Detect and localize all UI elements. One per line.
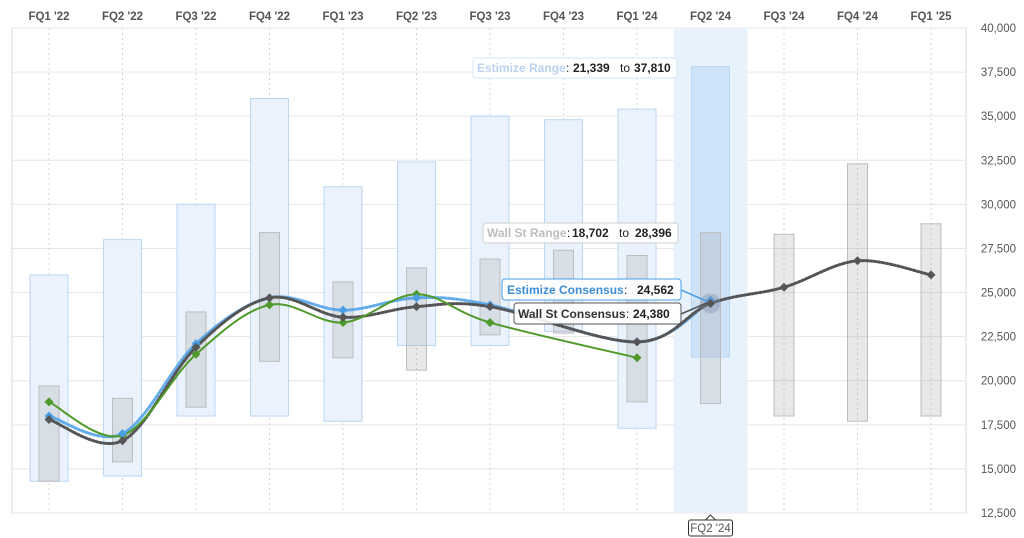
x-tick-label: FQ4 '22 (249, 11, 290, 23)
wallst-consensus-connector (680, 302, 707, 315)
label-colon: : (624, 283, 627, 297)
estimize-consensus-label (501, 278, 682, 301)
x-tick-label: FQ1 '22 (28, 11, 69, 23)
tooltip-box (688, 519, 733, 537)
estimize-range-low: 21,339 (573, 61, 610, 75)
estimize-consensus-connector (680, 289, 707, 302)
series-marker-2 (632, 353, 642, 363)
x-tick-label: FQ3 '23 (469, 11, 510, 23)
series-marker-2 (191, 349, 201, 359)
y-tick-label: 15,000 (981, 464, 1016, 476)
x-tick-label: FQ3 '22 (175, 11, 216, 23)
estimize-range-to: to (620, 61, 630, 75)
series-marker-2 (44, 397, 54, 407)
wallst-range-box (847, 163, 868, 422)
estimize-range-high: 37,810 (634, 61, 671, 75)
estimize-range-key: Estimize Range (477, 61, 566, 75)
wallst-range-box (38, 385, 60, 482)
y-tick-label: 27,500 (981, 243, 1016, 255)
wallst-range-low: 18,702 (572, 226, 609, 240)
x-tick-label: FQ2 '22 (102, 11, 143, 23)
y-tick-label: 25,000 (981, 288, 1016, 300)
wallst-range-box (185, 311, 207, 408)
series-marker-1 (191, 342, 201, 352)
estimize-range-box (250, 98, 289, 417)
wallst-range-box (773, 233, 795, 417)
wallst-range-box (920, 223, 942, 417)
x-tick-label: FQ1 '23 (322, 11, 363, 23)
series-marker-1 (412, 302, 421, 312)
x-tick-label: FQ2 '23 (396, 11, 437, 23)
estimize-range-box (397, 161, 436, 346)
wallst-consensus-label (513, 302, 682, 325)
estimize-range-box (176, 203, 216, 417)
wallst-range-label (482, 222, 679, 244)
estimize-range-box (323, 186, 363, 422)
estimize-range-label (472, 57, 678, 79)
y-tick-label: 30,000 (981, 199, 1016, 211)
series-marker-1 (853, 256, 862, 266)
y-tick-label: 37,500 (981, 67, 1016, 79)
y-tick-label: 20,000 (981, 376, 1016, 388)
y-tick-label: 17,500 (981, 420, 1016, 432)
estimize-range-box (29, 274, 69, 482)
wallst-range-high: 28,396 (635, 226, 672, 240)
wallst-range-box (406, 267, 427, 371)
wallst-range-box (626, 255, 648, 403)
wallst-range-box (479, 258, 501, 336)
y-tick-label: 35,000 (981, 111, 1016, 123)
estimize-range-box (617, 108, 657, 429)
x-tick-label: FQ1 '25 (910, 11, 952, 23)
wallst-range-key: Wall St Range (487, 226, 567, 240)
wallst-consensus-key: Wall St Consensus (518, 307, 626, 321)
label-colon: : (626, 307, 629, 321)
series-marker-1 (44, 415, 54, 425)
series-marker-2 (338, 318, 348, 328)
series-marker-1 (338, 312, 348, 322)
label-colon: : (567, 226, 570, 240)
x-tick-label: FQ1 '24 (616, 11, 658, 23)
series-marker-1 (632, 337, 642, 347)
series-marker-1 (485, 302, 495, 312)
series-marker-1 (706, 298, 715, 308)
series-marker-0 (118, 429, 127, 439)
series-marker-0 (412, 293, 421, 303)
y-tick-label: 40,000 (981, 23, 1016, 35)
y-tick-label: 22,500 (981, 332, 1016, 344)
wallst-consensus-value: 24,380 (633, 307, 670, 321)
wallst-range-to: to (619, 226, 629, 240)
series-marker-1 (265, 293, 274, 303)
series-marker-0 (338, 305, 348, 315)
series-marker-2 (485, 318, 495, 328)
x-tick-label: FQ3 '24 (763, 11, 805, 23)
x-tick-label: FQ4 '23 (543, 11, 584, 23)
label-colon: : (566, 61, 569, 75)
estimize-consensus-value: 24,562 (637, 283, 674, 297)
y-tick-label: 32,500 (981, 155, 1016, 167)
y-tick-label: 12,500 (981, 508, 1016, 520)
series-marker-1 (118, 436, 127, 446)
series-marker-2 (265, 300, 274, 310)
wallst-range-box (700, 232, 721, 405)
estimize-consensus-key: Estimize Consensus (507, 283, 624, 297)
tooltip-pointer (704, 514, 717, 521)
tooltip-label: FQ2 '24 (690, 523, 731, 535)
series-marker-1 (926, 270, 936, 280)
x-tick-label: FQ2 '24 (690, 11, 732, 23)
series-marker-1 (779, 282, 789, 292)
x-tick-label: FQ4 '24 (837, 11, 879, 23)
